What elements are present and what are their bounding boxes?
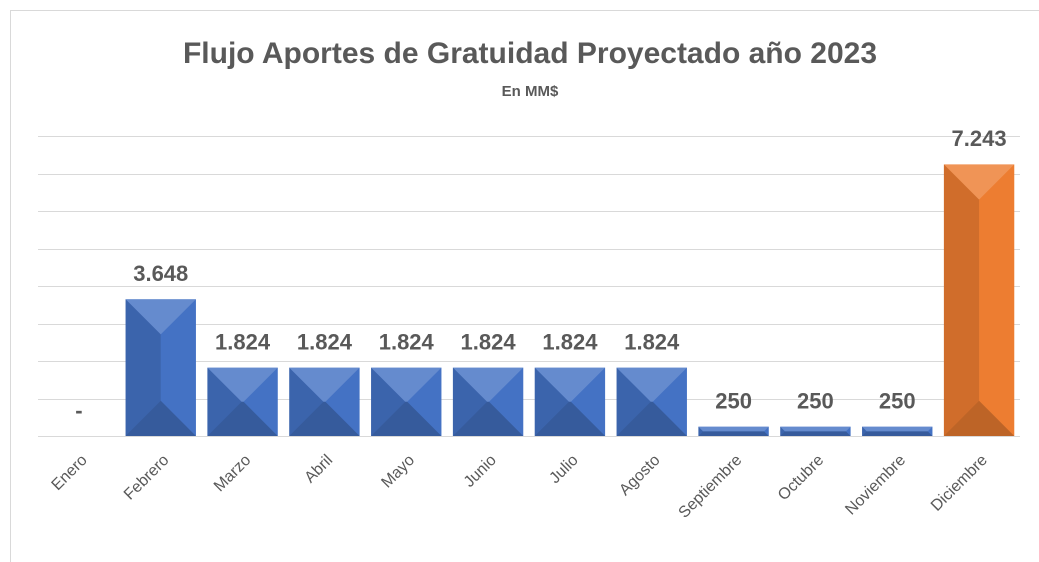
data-label: 250	[879, 388, 916, 413]
x-tick-label: Octubre	[775, 452, 827, 504]
data-label: 250	[797, 388, 834, 413]
bar	[862, 426, 933, 436]
bar-bevel	[780, 426, 785, 436]
data-label: 1.824	[379, 329, 435, 354]
bar-bevel	[207, 367, 242, 436]
bar-bevel	[862, 431, 933, 436]
x-tick-label: Abril	[302, 452, 337, 487]
data-label: -	[75, 398, 82, 423]
x-tick-label: Mayo	[378, 452, 418, 492]
bar-bevel	[125, 299, 196, 335]
bar-bevel	[452, 401, 524, 436]
x-tick-label: Enero	[49, 452, 91, 494]
data-label: 1.824	[542, 329, 598, 354]
bar-bevel	[534, 401, 606, 436]
chart-border	[10, 10, 1039, 562]
bar-bevel	[862, 426, 933, 432]
bar-bevel	[125, 299, 161, 436]
bar-bevel	[452, 367, 524, 402]
bar-bevel	[780, 426, 851, 432]
data-label: 1.824	[461, 329, 517, 354]
bar-bevel	[943, 164, 980, 436]
data-label: 7.243	[952, 126, 1007, 151]
bar-bevel	[943, 400, 1015, 436]
bar	[943, 164, 1015, 436]
x-tick-label: Agosto	[616, 452, 663, 499]
chart-subtitle: En MM$	[502, 83, 559, 100]
x-tick-label: Febrero	[121, 452, 173, 504]
bar-bevel	[371, 367, 442, 402]
bar-bevel	[780, 431, 851, 436]
bar	[289, 367, 360, 436]
bar-bevel	[289, 401, 360, 436]
data-label: 1.824	[624, 329, 680, 354]
bar	[125, 299, 196, 436]
bar-bevel	[371, 367, 406, 436]
data-label: 3.648	[133, 261, 188, 286]
bar-bevel	[616, 367, 651, 436]
bar	[452, 367, 524, 436]
bar-bevel	[207, 401, 278, 436]
bar	[534, 367, 606, 436]
data-label: 250	[715, 388, 752, 413]
bar-bevel	[943, 164, 1015, 200]
bar-bevel	[616, 401, 687, 436]
bar	[207, 367, 278, 436]
x-tick-label: Marzo	[211, 452, 255, 496]
bar-bevel	[698, 426, 769, 432]
bar	[616, 367, 687, 436]
bar-bevel	[862, 426, 867, 436]
x-tick-label: Julio	[546, 452, 581, 487]
bar-bevel	[452, 367, 488, 436]
bar	[371, 367, 442, 436]
x-tick-label: Noviembre	[842, 452, 909, 519]
x-tick-label: Septiembre	[676, 452, 746, 522]
bar-bevel	[207, 367, 278, 402]
x-tick-label: Junio	[461, 452, 500, 491]
bar-bevel	[616, 367, 687, 402]
bar-bevel	[371, 401, 442, 436]
bar-bevel	[125, 400, 196, 436]
chart-title: Flujo Aportes de Gratuidad Proyectado añ…	[183, 37, 877, 70]
bar-bevel	[534, 367, 606, 402]
bar-bevel	[698, 426, 704, 436]
bar-bevel	[289, 367, 324, 436]
bar-bevel	[289, 367, 360, 402]
bar	[698, 426, 769, 436]
data-label: 1.824	[297, 329, 353, 354]
bar-bevel	[534, 367, 569, 436]
data-label: 1.824	[215, 329, 271, 354]
bar	[780, 426, 851, 436]
bar-bevel	[698, 431, 769, 436]
x-tick-label: Diciembre	[928, 452, 991, 515]
